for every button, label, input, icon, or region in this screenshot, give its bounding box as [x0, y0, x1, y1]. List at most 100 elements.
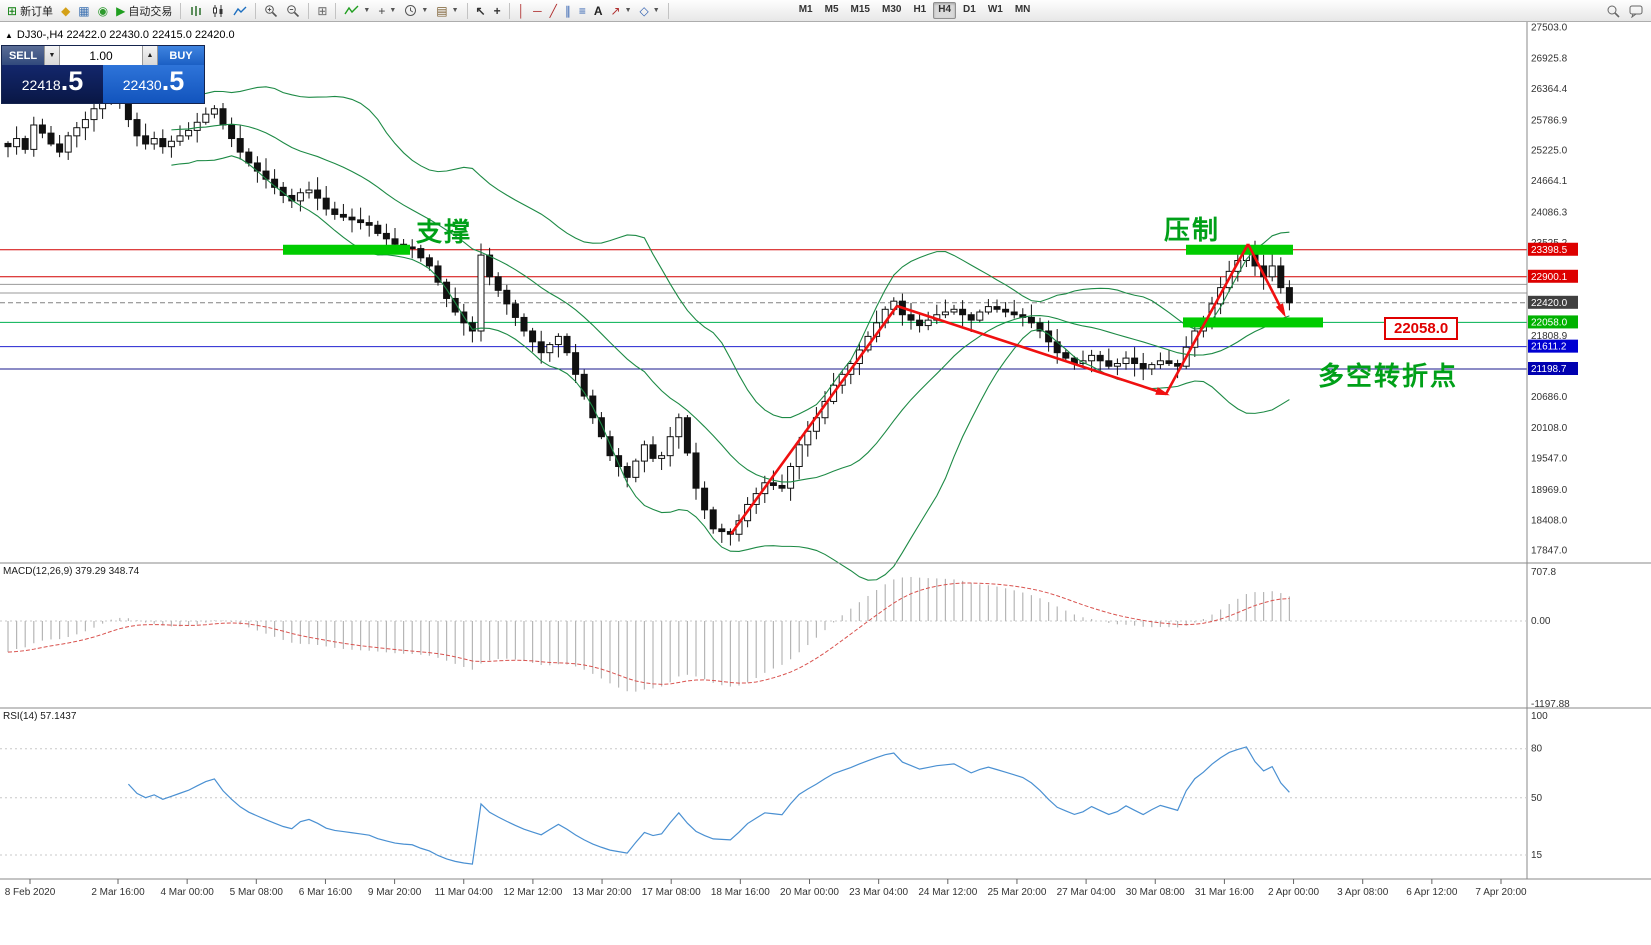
svg-text:15: 15: [1531, 850, 1543, 861]
fibonacci-button[interactable]: ≡: [575, 1, 590, 20]
horizontal-line-icon: ─: [533, 3, 542, 18]
timeframe-m15[interactable]: M15: [850, 4, 870, 15]
svg-text:21611.2: 21611.2: [1531, 342, 1567, 353]
buy-price-frac: .5: [161, 66, 185, 96]
svg-text:12 Mar 12:00: 12 Mar 12:00: [503, 887, 562, 898]
svg-text:0.00: 0.00: [1531, 616, 1551, 627]
profiles-button[interactable]: ▦: [74, 1, 93, 20]
support-annotation: 支撑: [416, 218, 473, 248]
tile-windows-icon: ⊞: [317, 3, 328, 18]
svg-text:26364.4: 26364.4: [1531, 84, 1568, 95]
chevron-down-icon: ▼: [652, 7, 660, 14]
volume-increase-button[interactable]: ▲: [142, 46, 158, 65]
svg-text:18969.0: 18969.0: [1531, 485, 1568, 496]
bar-chart-icon: [191, 5, 202, 16]
new-order-label: 新订单: [20, 4, 54, 18]
text-tool-icon: A: [593, 3, 603, 18]
vertical-line-icon: │: [517, 3, 526, 18]
sell-price[interactable]: 22418 .5: [2, 65, 103, 103]
svg-text:27503.0: 27503.0: [1531, 22, 1568, 33]
community-button[interactable]: ◉: [94, 1, 112, 20]
timeframe-m30[interactable]: M30: [881, 4, 902, 15]
symbol-marker-icon: ▲: [5, 30, 13, 40]
svg-text:26925.8: 26925.8: [1531, 54, 1568, 65]
add-indicator-button[interactable]: + ▼: [374, 1, 400, 20]
zoom-out-button[interactable]: [282, 1, 304, 20]
buy-price[interactable]: 22430 .5: [103, 65, 204, 103]
buy-price-int: 22430: [122, 77, 162, 93]
one-click-trading-widget: SELL ▼ ▲ BUY 22418 .5 22430 .5: [1, 45, 205, 104]
svg-text:3 Apr 08:00: 3 Apr 08:00: [1337, 887, 1389, 898]
separator: [667, 2, 669, 19]
separator: [180, 2, 182, 19]
periods-button[interactable]: ▼: [400, 1, 432, 20]
arrows-tool-button[interactable]: ↗ ▼: [607, 1, 636, 20]
timeframe-m1[interactable]: M1: [798, 4, 813, 15]
timeframe-h4[interactable]: H4: [933, 2, 957, 19]
vertical-line-button[interactable]: │: [514, 1, 530, 20]
svg-text:23 Mar 04:00: 23 Mar 04:00: [849, 887, 908, 898]
text-tool-button[interactable]: A: [590, 1, 607, 20]
svg-text:22900.1: 22900.1: [1531, 272, 1568, 283]
timeframe-h1[interactable]: H1: [913, 4, 927, 15]
svg-text:7 Apr 20:00: 7 Apr 20:00: [1475, 887, 1527, 898]
triangle-down-icon: ▼: [48, 52, 56, 59]
trendline-button[interactable]: ╱: [546, 1, 561, 20]
new-order-button[interactable]: ⊞ 新订单: [3, 1, 57, 20]
candlestick-chart-button[interactable]: [207, 1, 229, 20]
svg-text:24664.1: 24664.1: [1531, 176, 1568, 187]
zoom-out-icon: [287, 5, 300, 17]
svg-text:21198.7: 21198.7: [1531, 364, 1567, 375]
sell-button[interactable]: SELL: [2, 46, 44, 65]
cursor-icon: ↖: [475, 3, 486, 18]
separator: [466, 2, 468, 19]
svg-text:707.8: 707.8: [1531, 567, 1556, 578]
chart-window: 27503.0 26925.8 26364.4 25786.9 25225.0 24664…: [0, 22, 1651, 945]
chart-title: ▲ DJ30-,H4 22422.0 22430.0 22415.0 22420…: [5, 29, 235, 41]
crosshair-button[interactable]: +: [490, 1, 505, 20]
buy-button[interactable]: BUY: [158, 46, 204, 65]
autotrading-label: 自动交易: [128, 4, 173, 18]
line-chart-button[interactable]: [229, 1, 251, 20]
svg-text:50: 50: [1531, 793, 1543, 804]
svg-text:27 Mar 04:00: 27 Mar 04:00: [1057, 887, 1116, 898]
svg-text:9 Mar 20:00: 9 Mar 20:00: [368, 887, 422, 898]
chevron-down-icon: ▼: [624, 7, 632, 14]
timeframe-d1[interactable]: D1: [963, 4, 976, 15]
feedback-button[interactable]: [1625, 1, 1648, 20]
timeframe-w1[interactable]: W1: [987, 4, 1003, 15]
volume-decrease-button[interactable]: ▼: [44, 46, 60, 65]
indicators-button[interactable]: ▼: [340, 1, 374, 20]
svg-text:18408.0: 18408.0: [1531, 515, 1568, 526]
chart-title-text: DJ30-,H4 22422.0 22430.0 22415.0 22420.0: [16, 29, 235, 41]
bar-chart-button[interactable]: [185, 1, 207, 20]
timeframe-mn[interactable]: MN: [1014, 4, 1031, 15]
shapes-tool-button[interactable]: ◇ ▼: [636, 1, 664, 20]
chevron-down-icon: ▼: [363, 7, 371, 14]
fibonacci-icon: ≡: [578, 3, 586, 18]
chart-canvas[interactable]: 27503.0 26925.8 26364.4 25786.9 25225.0 24664…: [0, 22, 1651, 945]
template-icon: ▤: [436, 3, 448, 18]
zoom-in-button[interactable]: [260, 1, 282, 20]
volume-input[interactable]: [60, 46, 142, 65]
pivot-annotation: 多空转折点: [1318, 362, 1459, 392]
autotrading-button[interactable]: ▶ 自动交易: [112, 1, 176, 20]
svg-text:25786.9: 25786.9: [1531, 115, 1568, 126]
search-icon: [1607, 5, 1620, 18]
svg-text:20686.0: 20686.0: [1531, 392, 1568, 403]
horizontal-line-button[interactable]: ─: [529, 1, 546, 20]
timeframe-m5[interactable]: M5: [824, 4, 839, 15]
trendline-icon: ╱: [549, 3, 557, 18]
chart-styler-button[interactable]: ◆: [57, 1, 74, 20]
templates-button[interactable]: ▤ ▼: [432, 1, 462, 20]
svg-text:20108.0: 20108.0: [1531, 423, 1568, 434]
channel-button[interactable]: ∥: [561, 1, 575, 20]
tile-windows-button[interactable]: ⊞: [313, 1, 331, 20]
svg-text:8 Feb 2020: 8 Feb 2020: [5, 887, 56, 898]
cursor-button[interactable]: ↖: [472, 1, 490, 20]
search-button[interactable]: [1602, 1, 1625, 20]
svg-text:13 Mar 20:00: 13 Mar 20:00: [573, 887, 632, 898]
svg-text:6 Mar 16:00: 6 Mar 16:00: [299, 887, 353, 898]
chevron-down-icon: ▼: [451, 7, 459, 14]
svg-text:25225.0: 25225.0: [1531, 146, 1568, 157]
